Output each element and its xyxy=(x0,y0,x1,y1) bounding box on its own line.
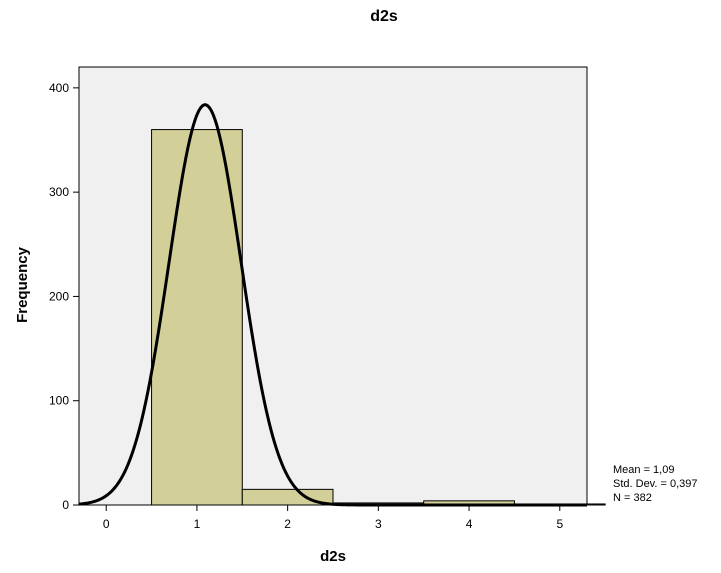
x-tick-label: 5 xyxy=(556,517,563,531)
stat-n: N = 382 xyxy=(613,492,652,504)
y-tick-label: 100 xyxy=(49,394,69,408)
y-tick-label: 300 xyxy=(49,185,69,199)
y-tick-label: 200 xyxy=(49,289,69,303)
chart-title: d2s xyxy=(370,8,398,25)
x-tick-label: 1 xyxy=(194,517,201,531)
x-axis-label: d2s xyxy=(320,548,346,565)
normal-curve xyxy=(78,103,587,507)
x-tick-label: 0 xyxy=(103,517,110,531)
x-axis: 0 1 2 3 4 5 xyxy=(103,505,563,531)
x-tick-label: 2 xyxy=(284,517,291,531)
y-axis: 0 100 200 300 400 xyxy=(49,81,79,512)
y-axis-label: Frequency xyxy=(14,246,31,323)
stat-std-dev: Std. Dev. = 0,397 xyxy=(613,478,698,490)
stat-mean: Mean = 1,09 xyxy=(613,464,675,476)
x-tick-label: 4 xyxy=(466,517,473,531)
y-tick-label: 0 xyxy=(62,498,69,512)
x-tick-label: 3 xyxy=(375,517,382,531)
y-tick-label: 400 xyxy=(49,81,69,95)
